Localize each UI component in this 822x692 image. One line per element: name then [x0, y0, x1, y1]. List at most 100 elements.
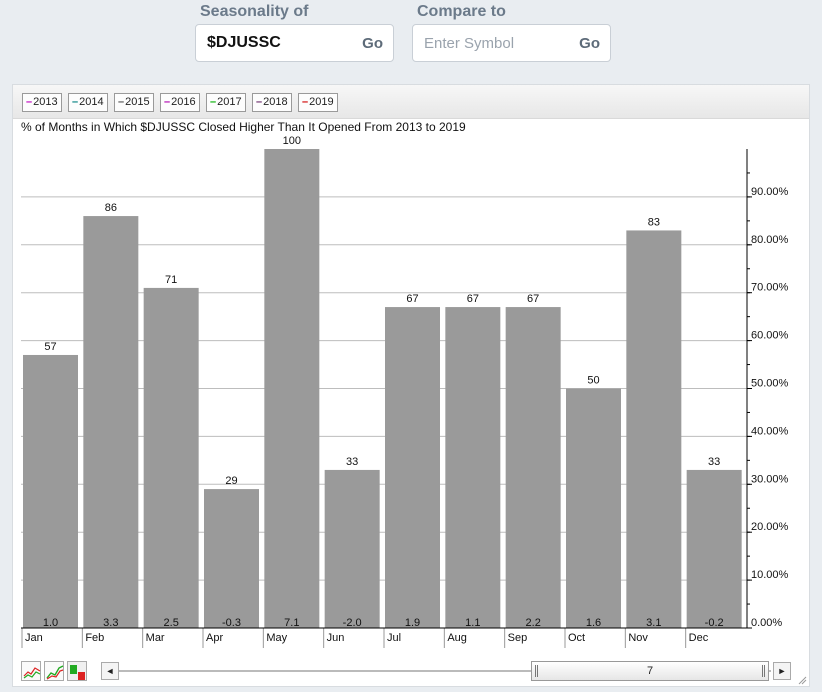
- bar-may: [264, 149, 320, 628]
- legend-label: 2017: [217, 96, 242, 108]
- bar-change-label: 1.1: [465, 617, 480, 629]
- bar-jun: [324, 469, 380, 628]
- y-tick-label: 70.00%: [751, 282, 789, 294]
- x-category-label: Aug: [447, 632, 467, 644]
- legend-label: 2018: [263, 96, 288, 108]
- seasonality-input[interactable]: $DJUSSC Go: [195, 24, 394, 62]
- legend-swatch: –: [72, 96, 79, 108]
- bar-jan: [23, 354, 78, 628]
- x-category-label: Oct: [568, 632, 585, 644]
- bar-sep: [505, 307, 561, 628]
- legend-swatch: –: [302, 96, 309, 108]
- thumb-grip-left[interactable]: [535, 665, 538, 677]
- x-category-label: Jun: [327, 632, 345, 644]
- x-category-label: Feb: [85, 632, 104, 644]
- x-category-label: Jul: [387, 632, 401, 644]
- bar-change-label: 7.1: [284, 617, 299, 629]
- x-category-label: Dec: [689, 632, 709, 644]
- bar-jul: [385, 307, 440, 628]
- chart-panel: –2013 –2014 –2015 –2016 –2017 –2018 –2019 % of…: [12, 84, 810, 687]
- bar-chart-icon[interactable]: [67, 661, 87, 681]
- bar-value-label: 50: [587, 375, 599, 387]
- bar-value-label: 100: [283, 135, 301, 147]
- legend-item-2015[interactable]: –2015: [114, 93, 154, 112]
- legend-swatch: –: [26, 96, 33, 108]
- seasonality-go-button[interactable]: Go: [362, 35, 383, 52]
- legend-item-2014[interactable]: –2014: [68, 93, 108, 112]
- bar-apr: [204, 489, 259, 628]
- x-category-label: Sep: [508, 632, 528, 644]
- bar-nov: [626, 230, 682, 628]
- x-category-label: Apr: [206, 632, 223, 644]
- scroll-thumb-label: 7: [646, 665, 654, 677]
- bar-change-label: -0.3: [222, 617, 241, 629]
- bar-dec: [686, 469, 742, 628]
- bar-value-label: 67: [527, 293, 539, 305]
- bar-value-label: 86: [105, 202, 117, 214]
- bar-value-label: 29: [225, 475, 237, 487]
- bar-change-label: -2.0: [343, 617, 362, 629]
- legend-swatch: –: [210, 96, 217, 108]
- seasonality-value: $DJUSSC: [207, 34, 281, 51]
- line-chart-icon[interactable]: [21, 661, 41, 681]
- legend-item-2013[interactable]: –2013: [22, 93, 62, 112]
- header-bar: Seasonality of $DJUSSC Go Compare to Ent…: [0, 0, 822, 74]
- x-category-label: Mar: [146, 632, 165, 644]
- bar-value-label: 67: [467, 293, 479, 305]
- legend-label: 2014: [79, 96, 104, 108]
- bar-value-label: 33: [346, 456, 358, 468]
- scroll-track[interactable]: [119, 670, 771, 672]
- compare-label: Compare to: [417, 3, 506, 20]
- thumb-grip-right[interactable]: [762, 665, 765, 677]
- scroll-left-button[interactable]: ◄: [101, 662, 119, 680]
- compare-group: Compare to: [413, 2, 506, 22]
- compare-go-button[interactable]: Go: [579, 35, 600, 52]
- y-tick-label: 50.00%: [751, 378, 789, 390]
- y-tick-label: 80.00%: [751, 234, 789, 246]
- bar-change-label: 3.1: [646, 617, 661, 629]
- bar-change-label: 2.5: [164, 617, 179, 629]
- bar-change-label: 3.3: [103, 617, 118, 629]
- bar-change-label: 1.9: [405, 617, 420, 629]
- bar-change-label: -0.2: [705, 617, 724, 629]
- legend-item-2018[interactable]: –2018: [252, 93, 292, 112]
- y-tick-label: 40.00%: [751, 425, 789, 437]
- legend-label: 2015: [125, 96, 150, 108]
- x-category-label: May: [266, 632, 287, 644]
- legend-label: 2016: [171, 96, 196, 108]
- candlestick-chart-icon[interactable]: [44, 661, 64, 681]
- bar-change-label: 1.0: [43, 617, 58, 629]
- bar-change-label: 1.6: [586, 617, 601, 629]
- legend-item-2019[interactable]: –2019: [298, 93, 338, 112]
- chart-toolbar: ◄ 7 ►: [13, 657, 809, 687]
- bar-value-label: 83: [648, 216, 660, 228]
- bar-value-label: 33: [708, 456, 720, 468]
- seasonality-chart: 0.00% 10.00% 20.00% 30.00% 40.00% 50.00% 60.00…: [21, 135, 789, 648]
- legend-label: 2013: [33, 96, 58, 108]
- legend-item-2017[interactable]: –2017: [206, 93, 246, 112]
- resize-grip-icon[interactable]: [797, 675, 807, 685]
- bar-aug: [445, 307, 501, 628]
- bar-value-label: 57: [44, 341, 56, 353]
- y-tick-label: 10.00%: [751, 569, 789, 581]
- bar-value-label: 67: [406, 293, 418, 305]
- scroll-thumb[interactable]: 7: [531, 661, 769, 681]
- compare-placeholder: Enter Symbol: [424, 35, 515, 52]
- legend-bar: –2013 –2014 –2015 –2016 –2017 –2018 –2019: [13, 85, 809, 119]
- legend-item-2016[interactable]: –2016: [160, 93, 200, 112]
- y-tick-label: 90.00%: [751, 186, 789, 198]
- seasonality-label: Seasonality of: [200, 3, 309, 20]
- legend-swatch: –: [256, 96, 263, 108]
- legend-swatch: –: [164, 96, 171, 108]
- y-tick-label: 30.00%: [751, 473, 789, 485]
- y-tick-label: 20.00%: [751, 521, 789, 533]
- compare-input[interactable]: Enter Symbol Go: [412, 24, 611, 62]
- bar-mar: [143, 287, 199, 628]
- legend-swatch: –: [118, 96, 125, 108]
- bar-change-label: 2.2: [526, 617, 541, 629]
- seasonality-group: Seasonality of: [195, 2, 308, 22]
- bar-value-label: 71: [165, 274, 177, 286]
- y-tick-label: 60.00%: [751, 330, 789, 342]
- bar-oct: [566, 388, 621, 628]
- scroll-right-button[interactable]: ►: [773, 662, 791, 680]
